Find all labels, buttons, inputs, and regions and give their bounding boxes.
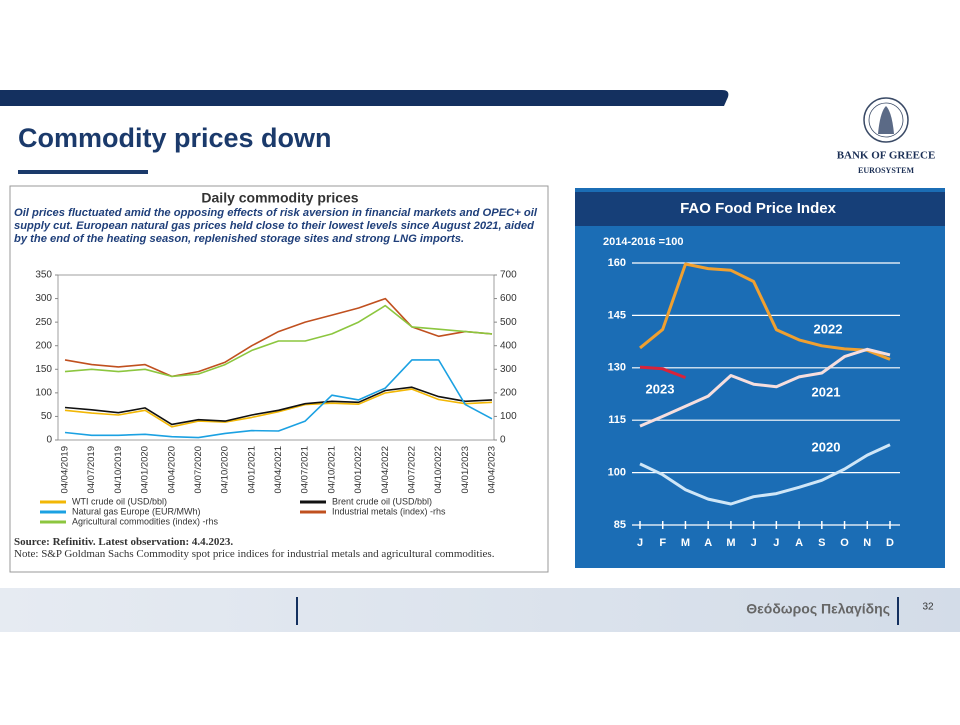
x-tick-label: 04/04/2023 [487,446,498,494]
x-tick-label: 04/01/2021 [246,446,257,494]
series-line [639,443,891,506]
series-line [639,365,687,379]
y-tick-label: 100 [608,467,626,479]
title-underline [18,170,148,174]
page-number: 32 [922,602,934,613]
x-tick-label: 04/10/2020 [220,446,231,494]
x-tick-label: 04/07/2020 [193,446,204,494]
x-tick-label: 04/04/2022 [380,446,391,494]
series-line [64,304,493,378]
series-label: 2023 [646,381,675,396]
x-tick-label: M [726,537,735,549]
logo-tagline: EUROSYSTEM [858,166,914,175]
y-tick-label: 130 [608,362,626,374]
legend-label: Natural gas Europe (EUR/MWh) [72,506,201,516]
x-tick-label: A [704,537,712,549]
series-line [64,388,493,428]
x-tick-label: D [886,537,894,549]
y-tick-label: 150 [35,364,52,375]
y2-tick-label: 600 [500,293,517,304]
series-line [64,359,493,439]
x-tick-label: J [751,537,757,549]
legend-label: WTI crude oil (USD/bbl) [72,496,167,506]
x-tick-label: 04/01/2022 [353,446,364,494]
chart-title: FAO Food Price Index [680,200,837,217]
x-tick-label: M [681,537,690,549]
plot-frame [57,274,495,441]
series-line [64,297,493,378]
x-tick-label: S [818,537,825,549]
y2-tick-label: 300 [500,364,517,375]
series-label: 2022 [814,321,843,336]
x-tick-label: 04/07/2019 [86,446,97,494]
note-text: Note: S&P Goldman Sachs Commodity spot p… [14,547,495,560]
fao-panel [575,188,945,568]
y2-tick-label: 200 [500,387,517,398]
y-tick-label: 160 [608,257,626,269]
y-tick-label: 145 [608,309,626,321]
x-tick-label: 04/01/2023 [460,446,471,494]
y2-tick-label: 100 [500,411,517,422]
fao-title-bar [575,192,945,226]
footer-band [0,588,960,632]
y2-tick-label: 700 [500,270,517,281]
series-label: 2020 [812,439,841,454]
legend-label: Brent crude oil (USD/bbl) [332,496,432,506]
x-tick-label: J [637,537,643,549]
chart-source: Source: Refinitiv. Latest observation: 4… [14,536,544,560]
y-tick-label: 300 [35,293,52,304]
x-tick-label: 04/10/2021 [326,446,337,494]
chart-frame [9,185,549,573]
y-tick-label: 50 [41,411,53,422]
source-text: Source: Refinitiv. Latest observation: 4… [14,536,234,548]
legend-label: Agricultural commodities (index) -rhs [72,516,219,526]
y-tick-label: 85 [614,519,626,531]
footer-author: Θεόδωρος Πελαγίδης [746,601,890,617]
chart-subtitle: 2014-2016 =100 [603,236,683,248]
slide-title: Commodity prices down [18,123,332,153]
y2-tick-label: 400 [500,340,517,351]
logo-emblem [863,97,909,143]
x-tick-label: 04/01/2020 [140,446,151,494]
y2-tick-label: 500 [500,317,517,328]
y2-tick-label: 0 [500,435,506,446]
x-tick-label: 04/04/2021 [273,446,284,494]
series-line [639,347,891,428]
y-tick-label: 200 [35,340,52,351]
x-tick-label: N [863,537,871,549]
chart-subtitle: Oil prices fluctuated amid the opposing … [14,207,537,245]
x-tick-label: 04/10/2022 [433,446,444,494]
chart-title: Daily commodity prices [201,190,358,206]
legend-label: Industrial metals (index) -rhs [332,506,446,516]
x-tick-label: 04/04/2020 [166,446,177,494]
y-tick-label: 115 [608,414,626,426]
x-tick-label: J [773,537,779,549]
x-tick-label: 04/04/2019 [60,446,71,494]
logo-name: BANK OF GREECE [837,150,936,162]
header-band [0,90,729,106]
x-tick-label: O [840,537,849,549]
y-tick-label: 350 [35,270,52,281]
x-tick-label: 04/07/2022 [406,446,417,494]
x-tick-label: 04/10/2019 [113,446,124,494]
y-tick-label: 100 [35,387,52,398]
series-label: 2021 [812,384,841,399]
y-tick-label: 0 [46,435,52,446]
x-tick-label: F [659,537,666,549]
series-line [64,386,493,426]
series-line [639,262,891,361]
x-tick-label: 04/07/2021 [300,446,311,494]
x-tick-label: A [795,537,803,549]
y-tick-label: 250 [35,317,52,328]
